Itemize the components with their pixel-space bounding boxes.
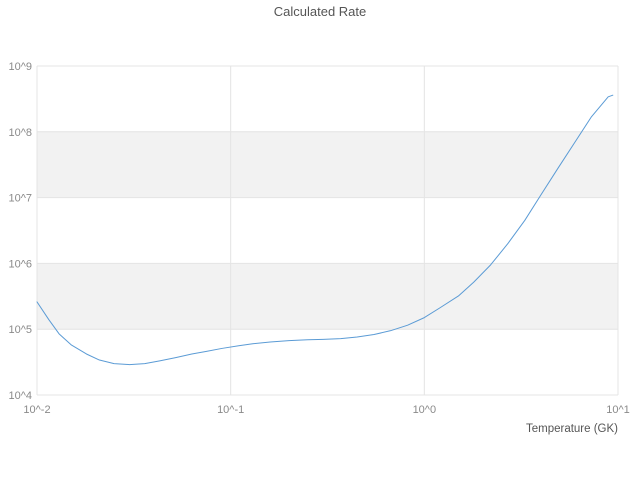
x-tick-label: 10^-2 (23, 404, 50, 416)
x-axis-label: Temperature (GK) (526, 423, 618, 435)
y-tick-label: 10^7 (8, 193, 32, 205)
y-tick-label: 10^9 (8, 61, 32, 73)
y-tick-label: 10^5 (8, 324, 32, 336)
plot-band (37, 263, 618, 330)
x-tick-label: 10^1 (606, 404, 630, 416)
plot-band (37, 131, 618, 198)
x-tick-label: 10^0 (413, 404, 437, 416)
series-line (36, 94, 614, 366)
y-tick-label: 10^4 (8, 390, 32, 402)
y-tick-label: 10^6 (8, 258, 32, 270)
x-tick-label: 10^-1 (217, 404, 244, 416)
y-tick-label: 10^8 (8, 127, 32, 139)
chart-title: Calculated Rate (273, 4, 367, 19)
